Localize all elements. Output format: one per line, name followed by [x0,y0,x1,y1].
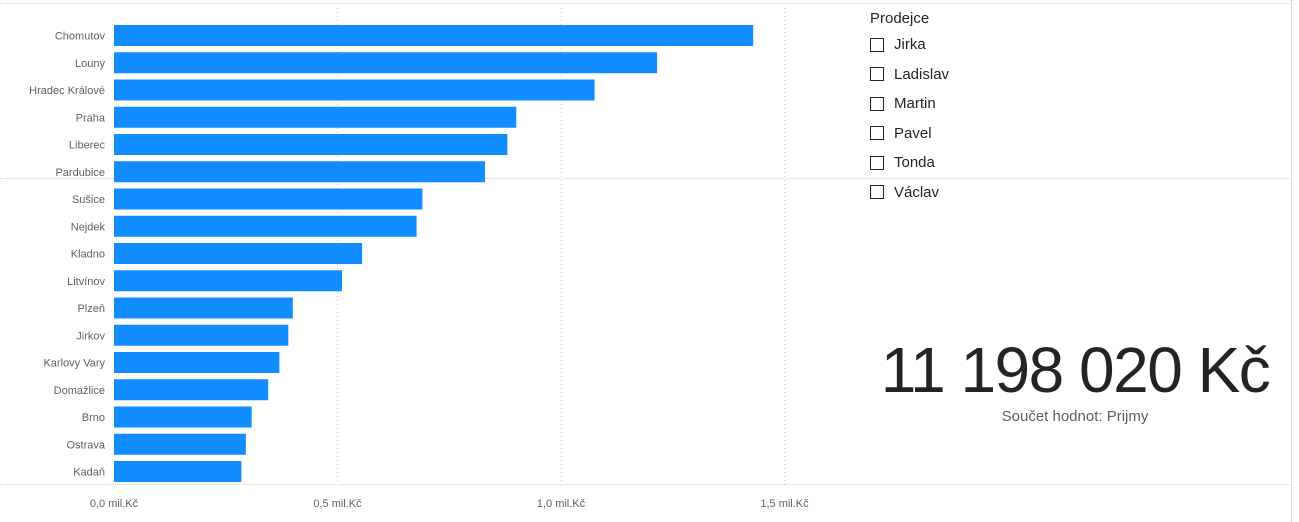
card-label: Součet hodnot: Prijmy [1001,408,1149,425]
bar[interactable] [114,433,246,455]
slicer-item-pavel[interactable]: Pavel [870,119,1170,149]
category-label: Karlovy Vary [43,358,105,370]
category-label: Kadaň [73,467,105,479]
category-label: Chomutov [55,31,106,43]
bar[interactable] [114,134,508,155]
bar[interactable] [114,106,517,128]
category-label: Brno [82,412,105,424]
bar[interactable] [114,25,754,46]
category-label: Liberec [69,140,106,152]
bar[interactable] [114,297,293,319]
checkbox[interactable] [870,96,884,111]
bar[interactable] [114,188,423,210]
x-tick-label: 1,5 mil.Kč [760,498,809,510]
bar[interactable] [114,161,486,183]
kpi-card[interactable]: 11 198 020 Kč Součet hodnot: Prijmy [880,330,1271,425]
slicer-item-label: Tonda [894,154,935,172]
slicer-item-label: Ladislav [894,65,950,83]
slicer-item-label: Pavel [894,124,932,142]
slicer-item-jirka[interactable]: Jirka [870,30,1170,60]
x-tick-label: 1,0 mil.Kč [537,498,586,510]
bar[interactable] [114,461,242,482]
bar[interactable] [114,379,269,401]
category-label: Hradec Králové [29,85,105,97]
card-value: 11 198 020 Kč [880,334,1271,406]
category-label: Nejdek [71,221,106,233]
checkbox[interactable] [870,37,884,52]
bar[interactable] [114,324,289,346]
category-label: Litvínov [67,276,105,288]
category-label: Jirkov [76,330,105,342]
checkbox[interactable] [870,155,884,170]
slicer-item-tonda[interactable]: Tonda [870,148,1170,178]
bar[interactable] [114,243,363,264]
category-label: Praha [76,112,106,124]
slicer-item-martin[interactable]: Martin [870,89,1170,119]
bar[interactable] [114,406,252,428]
bar[interactable] [114,79,595,101]
slicer-item-ladislav[interactable]: Ladislav [870,60,1170,90]
prodejce-slicer: Prodejce Jirka Ladislav Martin Pavel Ton… [870,8,1170,207]
bar-chart[interactable]: 0,0 mil.Kč 0,5 mil.Kč 1,0 mil.Kč 1,5 mil.Kč… [0,0,850,522]
category-label: Plzeň [77,303,105,315]
page-guide-bottom [0,484,1290,485]
category-label: Sušice [72,194,105,206]
slicer-title: Prodejce [870,10,930,27]
page-guide-top [0,3,1290,4]
slicer-item-label: Jirka [894,36,926,54]
bar[interactable] [114,52,658,74]
checkbox[interactable] [870,126,884,141]
category-label: Louny [75,58,105,70]
category-label: Pardubice [55,167,105,179]
category-label: Kladno [71,249,105,261]
page-guide-right [1291,0,1292,522]
page-guide-middle [0,178,1290,179]
slicer-item-label: Václav [894,183,940,201]
bar[interactable] [114,352,280,373]
checkbox[interactable] [870,67,884,82]
x-tick-label: 0,5 mil.Kč [313,498,362,510]
slicer-item-label: Martin [894,95,936,113]
x-tick-label: 0,0 mil.Kč [90,498,139,510]
bar[interactable] [114,215,417,237]
slicer-item-vaclav[interactable]: Václav [870,178,1170,208]
bar[interactable] [114,270,342,292]
checkbox[interactable] [870,185,884,200]
category-label: Ostrava [66,439,105,451]
category-label: Domažlice [54,385,105,397]
